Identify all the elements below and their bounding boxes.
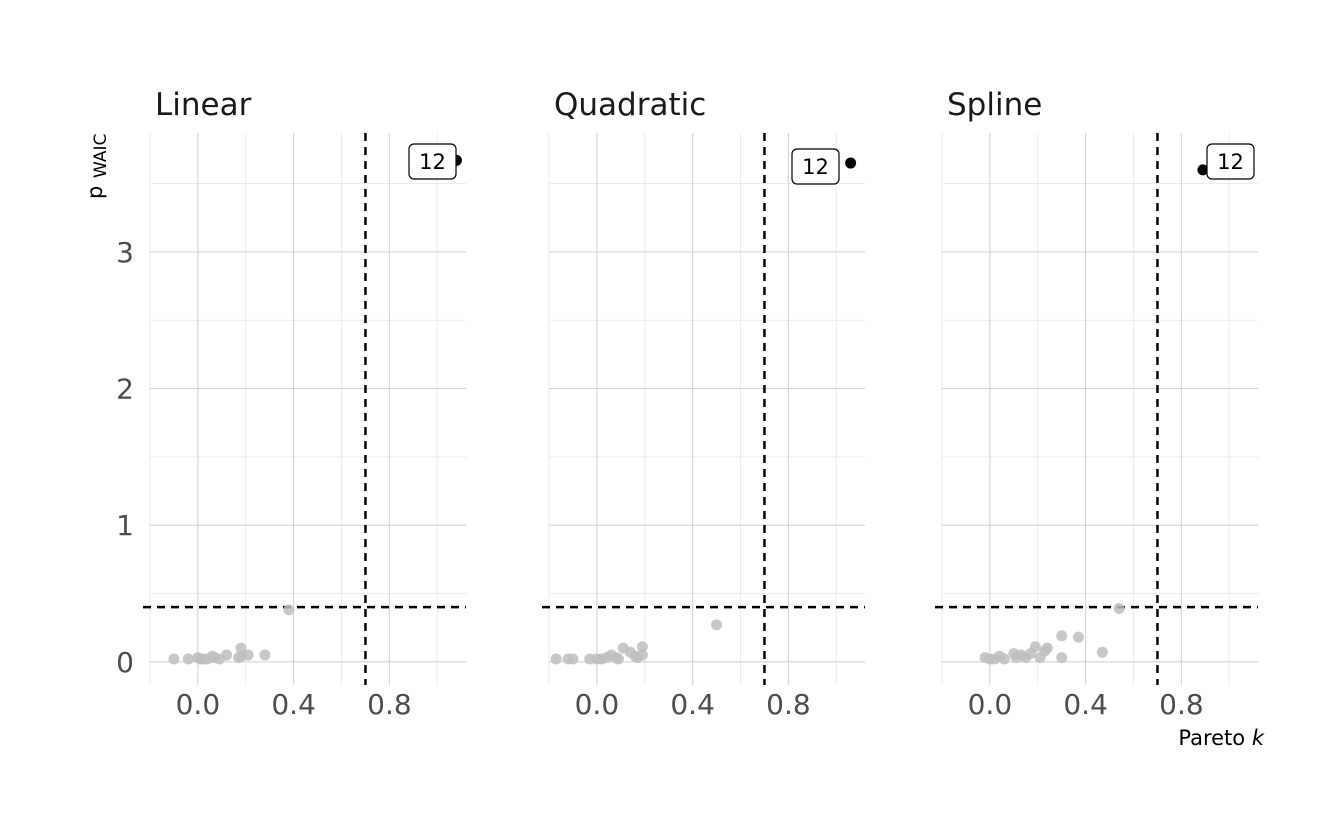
data-point bbox=[636, 641, 648, 653]
data-point bbox=[636, 649, 648, 661]
panel-title: Linear bbox=[155, 87, 252, 123]
data-point bbox=[567, 653, 579, 665]
y-axis-title: p WAIC bbox=[83, 134, 111, 199]
x-tick-label: 0.4 bbox=[670, 688, 715, 721]
x-tick-label: 0.8 bbox=[367, 688, 412, 721]
annotation-label: 12 bbox=[802, 155, 829, 179]
y-tick-label: 1 bbox=[116, 509, 134, 542]
y-axis-title-main: p bbox=[83, 186, 107, 199]
panel-title: Quadratic bbox=[554, 87, 706, 123]
data-point bbox=[1096, 646, 1108, 658]
x-tick-label: 0.0 bbox=[575, 688, 620, 721]
data-point bbox=[1029, 641, 1041, 653]
y-tick-label: 3 bbox=[116, 236, 134, 269]
data-point bbox=[168, 653, 180, 665]
x-axis-title-text: Pareto k bbox=[1178, 726, 1264, 750]
x-tick-label: 0.8 bbox=[1159, 688, 1204, 721]
highlight-point bbox=[1197, 164, 1209, 176]
x-tick-label: 0.4 bbox=[1063, 688, 1108, 721]
x-axis-title-main: Pareto bbox=[1178, 726, 1251, 750]
x-tick-label: 0.0 bbox=[968, 688, 1013, 721]
data-point bbox=[1056, 630, 1068, 642]
y-tick-label: 0 bbox=[116, 646, 134, 679]
y-axis-title-text: p WAIC bbox=[83, 134, 111, 199]
x-tick-label: 0.8 bbox=[766, 688, 811, 721]
data-point bbox=[1041, 642, 1053, 654]
facet-spline: Spline 0.0 0.4 0.8 12 bbox=[935, 87, 1258, 721]
data-point bbox=[283, 604, 295, 616]
x-axis-title: Pareto k bbox=[1178, 726, 1264, 750]
x-tick-label: 0.0 bbox=[176, 688, 221, 721]
annotation-box bbox=[408, 143, 457, 180]
data-point bbox=[182, 653, 194, 665]
data-point bbox=[235, 642, 247, 654]
annotation-label: 12 bbox=[1217, 150, 1244, 174]
facet-quadratic: Quadratic 0.0 0.4 0.8 12 bbox=[542, 87, 865, 721]
highlight-point bbox=[845, 157, 857, 169]
data-point bbox=[612, 653, 624, 665]
data-point bbox=[259, 649, 271, 661]
y-tick-label: 2 bbox=[116, 373, 134, 406]
data-point bbox=[242, 649, 254, 661]
y-axis-title-subscript: WAIC bbox=[91, 134, 111, 178]
panel-title: Spline bbox=[947, 87, 1042, 123]
annotation-box bbox=[791, 148, 840, 185]
annotation-box bbox=[1206, 143, 1255, 180]
data-point bbox=[1113, 602, 1125, 614]
data-point bbox=[711, 619, 723, 631]
data-point bbox=[550, 653, 562, 665]
annotation-label: 12 bbox=[419, 150, 446, 174]
data-point bbox=[998, 653, 1010, 665]
data-point bbox=[1072, 631, 1084, 643]
x-tick-label: 0.4 bbox=[271, 688, 316, 721]
data-point bbox=[221, 649, 233, 661]
x-axis-title-italic-k: k bbox=[1252, 726, 1265, 750]
data-point bbox=[1056, 652, 1068, 664]
